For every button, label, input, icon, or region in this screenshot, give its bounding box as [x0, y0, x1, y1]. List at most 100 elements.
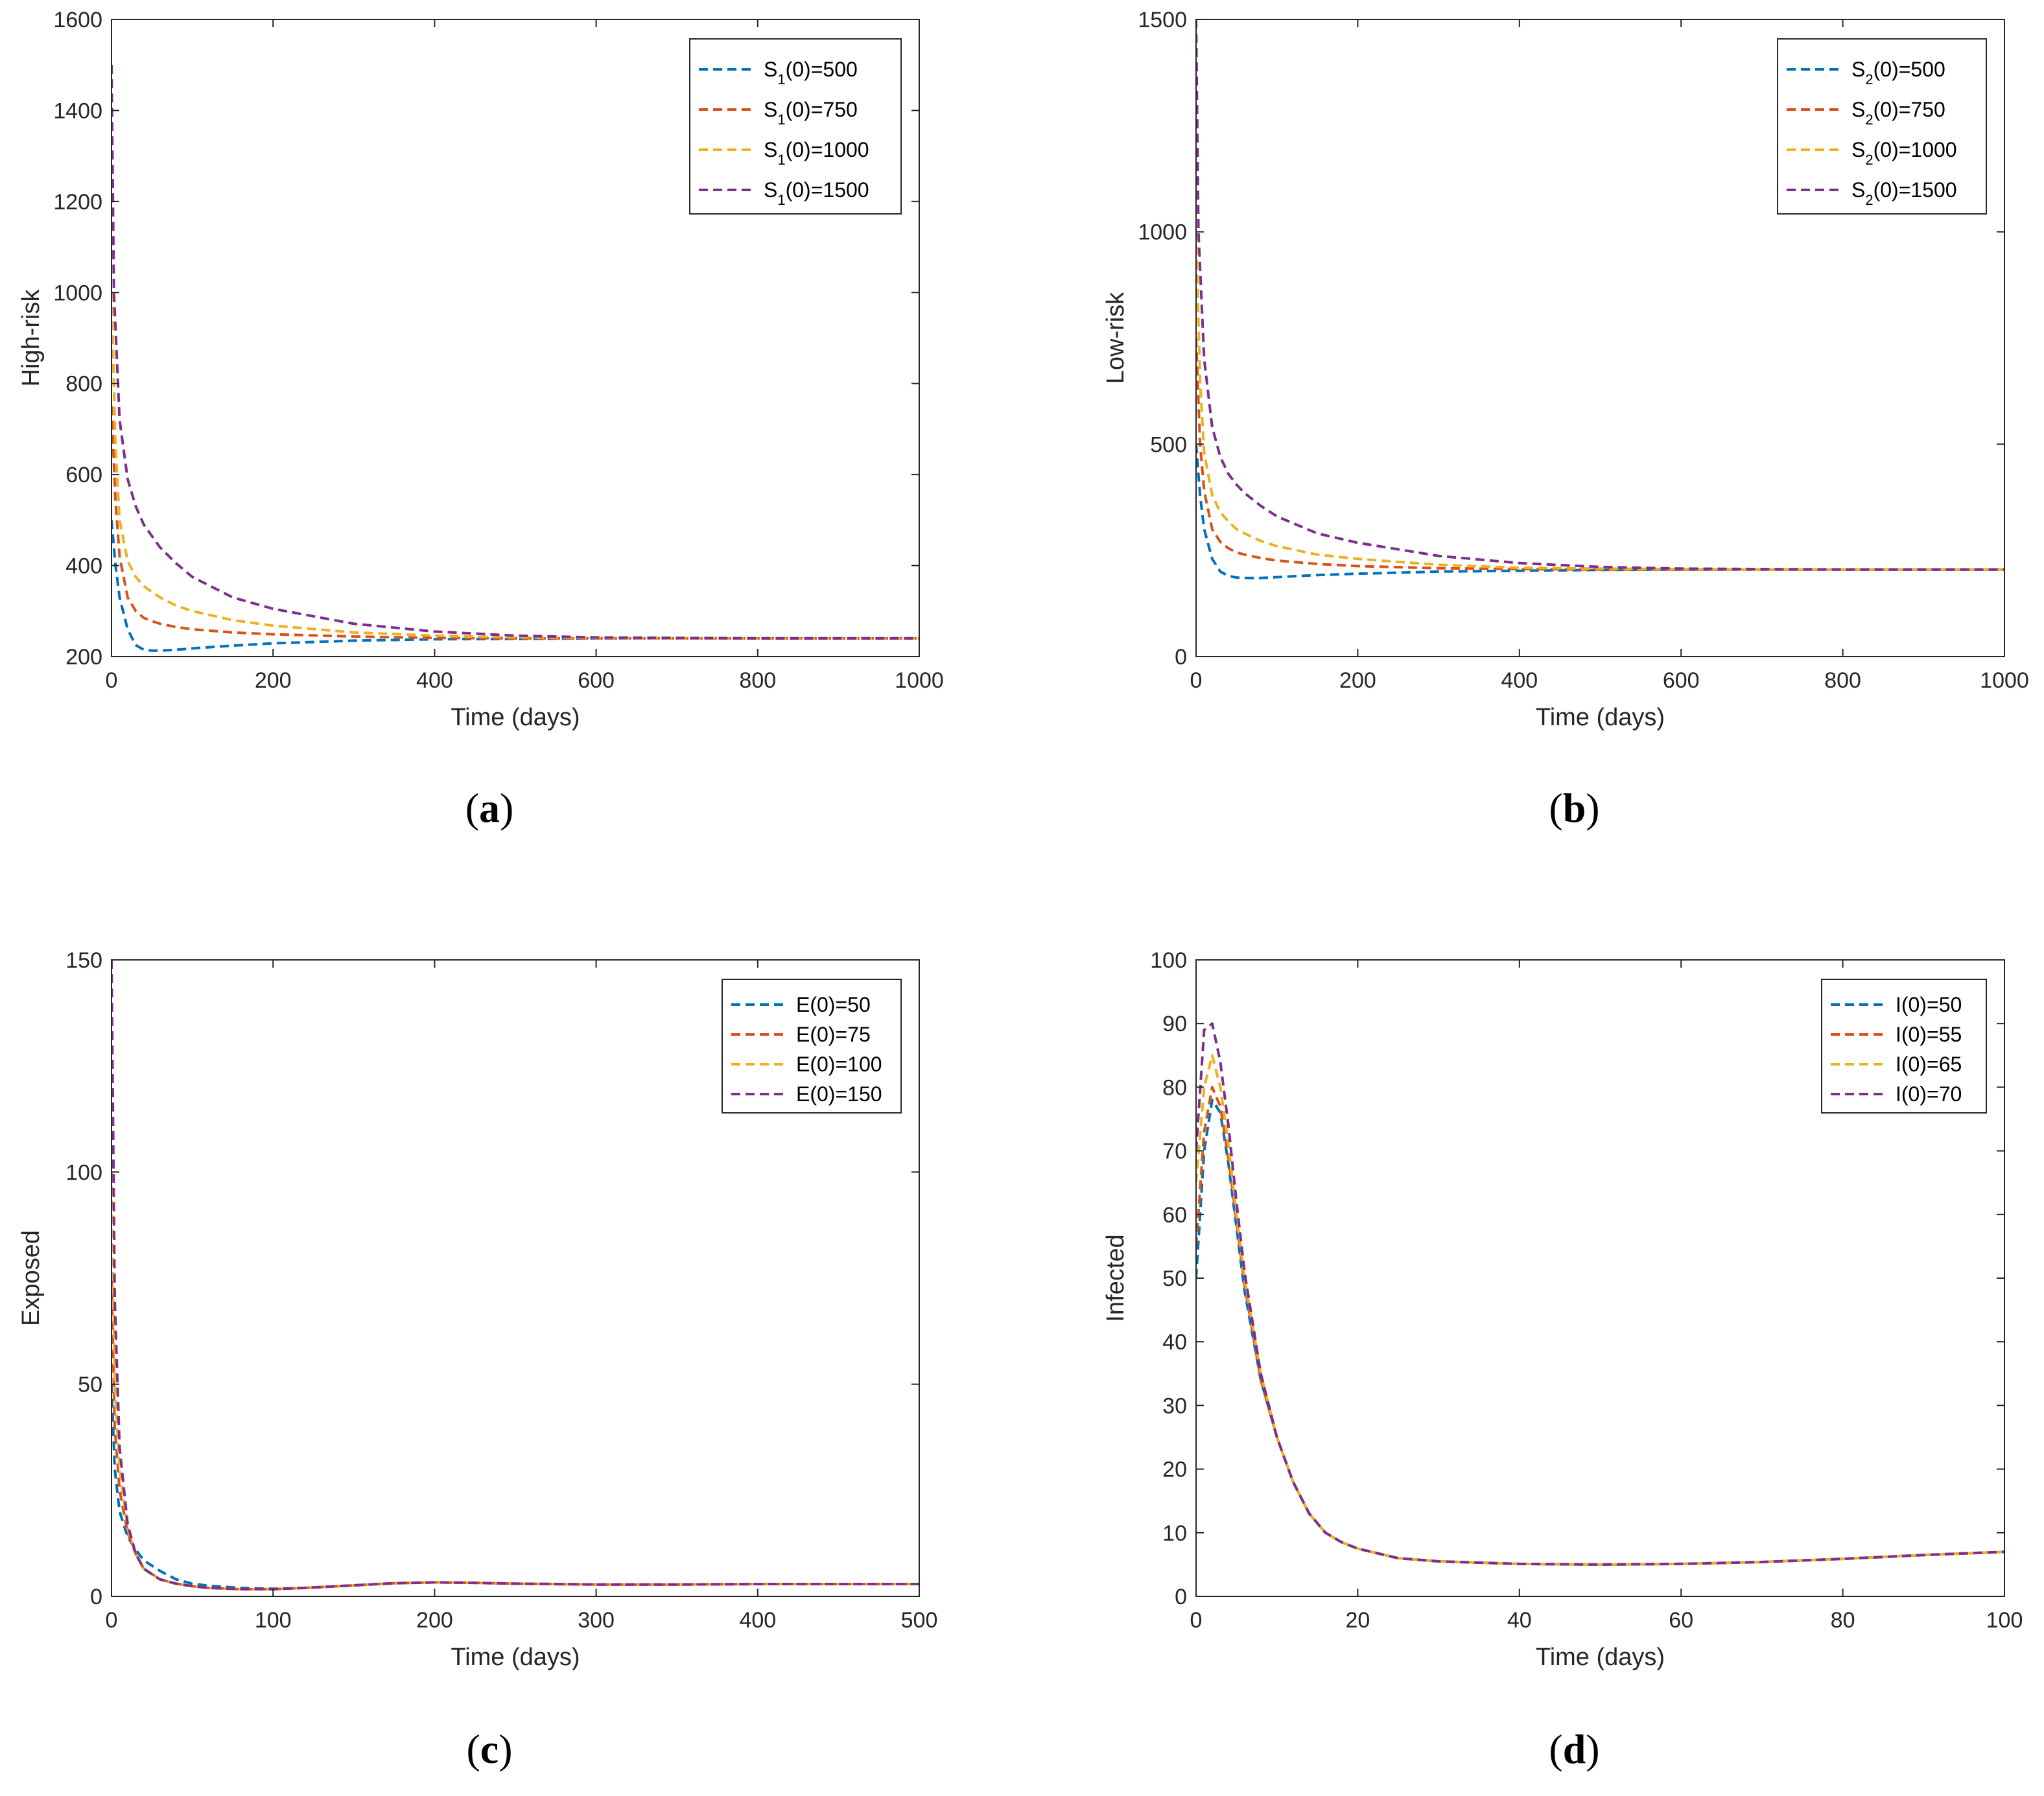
x-axis-label: Time (days): [451, 1644, 580, 1671]
y-tick-label: 600: [65, 463, 102, 487]
y-tick-label: 50: [78, 1373, 102, 1397]
legend-label-rest: (0)=1500: [786, 178, 869, 202]
legend: I(0)=50 I(0)=55 I(0)=65 I(0)=70: [1821, 979, 1987, 1114]
legend-label-rest: (0)=750: [1874, 98, 1945, 121]
series-line-b-2: [1196, 338, 2004, 571]
legend-label-main: E(0)=150: [796, 1082, 882, 1106]
y-tick-label: 100: [1150, 948, 1187, 973]
caption-letter: c: [480, 1726, 499, 1772]
series-line-a-2: [112, 406, 919, 640]
legend-box: [689, 38, 902, 215]
series-line-d-4: [1196, 1022, 2004, 1566]
panel-caption: (b): [1549, 785, 1599, 831]
legend-label-main: S: [1851, 138, 1865, 161]
axes-box: [1195, 19, 2005, 657]
x-tick-label: 80: [1831, 1608, 1855, 1633]
legend-label-main: I(0)=55: [1896, 1023, 1962, 1046]
chart-c: 0 100 200 300 400 500 0 50 100 150 Time (days) Expo…: [18, 948, 937, 1772]
legend-label-rest: (0)=1500: [1874, 178, 1957, 202]
x-tick-label: 0: [1190, 1608, 1203, 1633]
legend-label: I(0)=65: [1896, 1053, 1962, 1076]
y-axis-label: Exposed: [18, 1230, 45, 1326]
y-tick-label: 1400: [53, 99, 102, 123]
legend-label: S2(0)=1000: [1851, 138, 1957, 168]
legend: E(0)=50 E(0)=75 E(0)=100 E(0)=150: [722, 979, 902, 1114]
y-tick-label: 1500: [1138, 8, 1187, 32]
x-tick-label: 20: [1345, 1608, 1370, 1633]
series-line-a-4: [112, 65, 919, 640]
x-tick-label: 100: [1986, 1608, 2023, 1633]
caption-open-paren: (: [465, 785, 479, 831]
legend-label-subscript: 2: [1865, 71, 1873, 87]
legend-label-rest: (0)=500: [786, 58, 858, 81]
legend-label-subscript: 1: [777, 111, 785, 128]
y-tick-label: 80: [1162, 1075, 1187, 1100]
panel-caption: (c): [466, 1726, 512, 1772]
legend-label-main: I(0)=50: [1896, 993, 1962, 1016]
legend-label: S2(0)=500: [1851, 58, 1945, 87]
legend-label-subscript: 2: [1865, 192, 1873, 208]
legend-label-subscript: 1: [777, 152, 785, 168]
legend-label-main: E(0)=75: [796, 1023, 871, 1046]
y-tick-label: 60: [1162, 1203, 1187, 1228]
legend-label: E(0)=100: [796, 1053, 882, 1076]
legend-label: S1(0)=500: [764, 58, 858, 87]
legend-label-main: E(0)=100: [796, 1053, 882, 1076]
caption-close-paren: ): [499, 1726, 512, 1772]
x-tick-label: 0: [106, 668, 118, 693]
series-line-b-3: [1196, 231, 2004, 571]
x-tick-label: 400: [739, 1608, 776, 1633]
caption-letter: d: [1563, 1726, 1586, 1772]
series-line-b-4: [1196, 19, 2004, 571]
y-axis-label: Infected: [1102, 1234, 1129, 1322]
series-line-d-3: [1196, 1054, 2004, 1566]
y-axis-label: High-risk: [18, 289, 45, 387]
x-tick-label: 300: [578, 1608, 615, 1633]
caption-open-paren: (: [1549, 785, 1562, 831]
legend-label-rest: (0)=500: [1874, 58, 1945, 81]
legend-box: [722, 979, 902, 1114]
legend-label: E(0)=150: [796, 1082, 882, 1106]
x-tick-label: 500: [901, 1608, 938, 1633]
legend-label-main: I(0)=70: [1896, 1082, 1962, 1106]
y-tick-label: 800: [65, 372, 102, 397]
legend-label-subscript: 1: [777, 71, 785, 87]
caption-open-paren: (: [1549, 1726, 1562, 1772]
caption-letter: a: [479, 785, 500, 831]
legend-label: S2(0)=750: [1851, 98, 1945, 128]
y-tick-label: 10: [1162, 1521, 1187, 1546]
legend-label: E(0)=50: [796, 993, 871, 1016]
x-tick-label: 60: [1669, 1608, 1693, 1633]
y-tick-label: 0: [90, 1585, 102, 1609]
x-axis-label: Time (days): [451, 704, 580, 731]
y-tick-label: 500: [1150, 432, 1187, 457]
legend-label-main: S: [1851, 58, 1865, 81]
legend-label-rest: (0)=1000: [786, 138, 869, 161]
x-axis-label: Time (days): [1536, 704, 1665, 731]
legend-label: I(0)=50: [1896, 993, 1962, 1016]
caption-close-paren: ): [1586, 1726, 1599, 1772]
legend-box: [1777, 38, 1987, 215]
x-tick-label: 600: [1663, 668, 1700, 693]
y-tick-label: 400: [65, 554, 102, 579]
y-tick-label: 150: [65, 948, 102, 973]
x-tick-label: 200: [1339, 668, 1376, 693]
panel-caption: (d): [1549, 1726, 1599, 1772]
y-tick-label: 100: [65, 1160, 102, 1185]
legend-label: S1(0)=750: [764, 98, 858, 128]
y-tick-label: 30: [1162, 1394, 1187, 1418]
legend-label-main: E(0)=50: [796, 993, 871, 1016]
y-tick-label: 40: [1162, 1330, 1187, 1355]
x-tick-label: 0: [106, 1608, 118, 1633]
y-tick-label: 1600: [53, 8, 102, 32]
x-axis-label: Time (days): [1536, 1644, 1665, 1671]
caption-close-paren: ): [500, 785, 513, 831]
y-tick-label: 0: [1175, 1585, 1187, 1609]
legend-label-rest: (0)=750: [786, 98, 858, 121]
x-tick-label: 40: [1507, 1608, 1532, 1633]
chart-d: 0 20 40 60 80 100 0 10 20 30 40 50 60 70 80 90 100 Time (…: [1102, 948, 2023, 1772]
x-tick-label: 200: [416, 1608, 453, 1633]
caption-letter: b: [1563, 785, 1586, 831]
